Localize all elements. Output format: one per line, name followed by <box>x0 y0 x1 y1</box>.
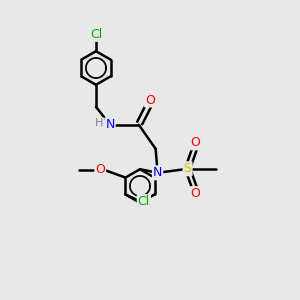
Text: O: O <box>191 136 200 149</box>
Text: S: S <box>184 162 192 175</box>
Text: Cl: Cl <box>138 195 150 208</box>
Text: O: O <box>95 163 105 176</box>
Text: Cl: Cl <box>90 28 102 41</box>
Text: O: O <box>145 94 155 106</box>
Text: N: N <box>153 166 162 179</box>
Text: O: O <box>191 187 200 200</box>
Text: N: N <box>105 118 115 131</box>
Text: H: H <box>94 118 103 128</box>
